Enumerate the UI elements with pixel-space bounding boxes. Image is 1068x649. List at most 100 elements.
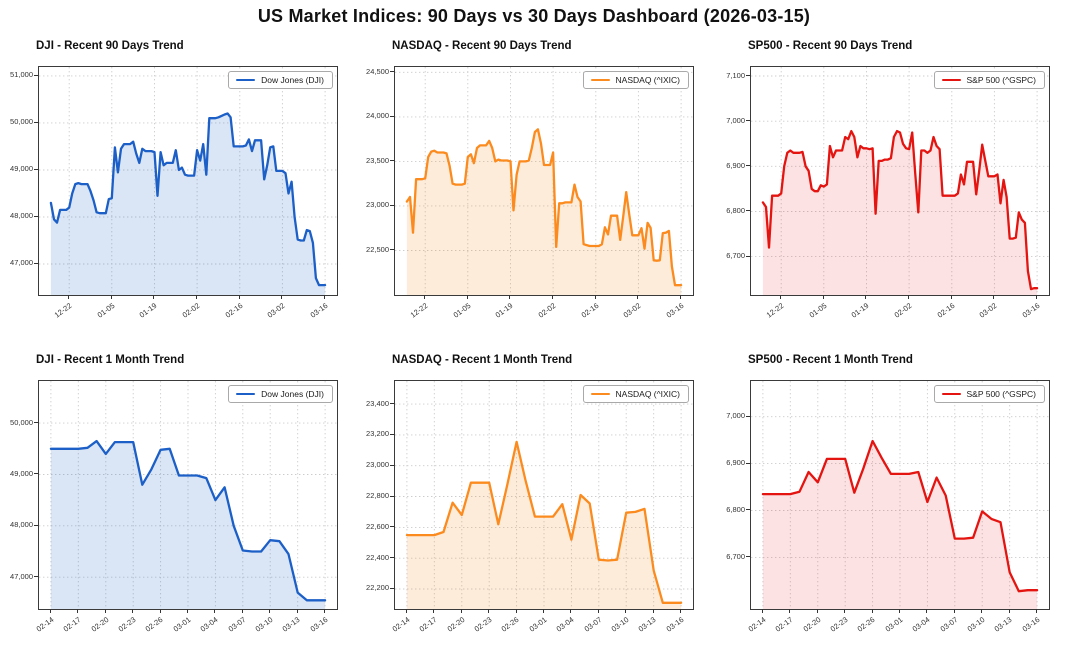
- chart-canvas: [751, 381, 1049, 609]
- y-tick-mark: [390, 464, 394, 466]
- x-tick-mark: [680, 295, 682, 299]
- x-tick-label: 03-13: [637, 615, 658, 634]
- y-tick-label: 49,000: [10, 468, 33, 478]
- x-tick-label: 02-16: [935, 301, 957, 320]
- chart-title: DJI - Recent 90 Days Trend: [36, 40, 184, 52]
- x-tick-mark: [871, 609, 873, 613]
- x-tick-label: 01-19: [849, 301, 871, 320]
- x-tick-mark: [680, 609, 682, 613]
- y-tick-mark: [390, 587, 394, 589]
- y-tick-label: 6,800: [726, 205, 745, 215]
- x-tick-label: 02-14: [390, 615, 412, 634]
- legend: S&P 500 (^GSPC): [933, 385, 1045, 403]
- x-tick-label: 02-14: [746, 615, 768, 634]
- legend-label: Dow Jones (DJI): [261, 389, 324, 399]
- legend-label: S&P 500 (^GSPC): [966, 75, 1037, 85]
- chart-dji-1m: DJI - Recent 1 Month Trend Dow Jones (DJI…: [0, 352, 356, 648]
- x-tick-mark: [324, 609, 326, 613]
- y-tick-label: 23,400: [366, 398, 389, 408]
- x-tick-label: 12-22: [764, 301, 786, 320]
- y-tick-mark: [34, 473, 38, 475]
- y-tick-mark: [746, 415, 750, 417]
- chart-title: SP500 - Recent 90 Days Trend: [748, 40, 913, 52]
- chart-nasdaq-90d: NASDAQ - Recent 90 Days Trend NASDAQ (^IX…: [356, 38, 712, 334]
- y-tick-mark: [34, 215, 38, 217]
- y-tick-mark: [390, 526, 394, 528]
- x-tick-mark: [543, 609, 544, 613]
- chart-title: DJI - Recent 1 Month Trend: [36, 354, 185, 366]
- y-tick-label: 24,500: [366, 66, 389, 76]
- legend: NASDAQ (^IXIC): [582, 385, 689, 403]
- x-tick-mark: [993, 295, 995, 299]
- x-tick-label: 03-16: [1020, 301, 1042, 320]
- y-tick-label: 22,400: [366, 552, 389, 562]
- x-tick-label: 03-13: [993, 615, 1014, 634]
- plot-area: S&P 500 (^GSPC): [750, 380, 1050, 610]
- y-tick-label: 49,000: [10, 164, 33, 174]
- x-tick-label: 12-22: [408, 301, 430, 320]
- series-line: [49, 439, 327, 602]
- y-tick-mark: [390, 557, 394, 559]
- legend: NASDAQ (^IXIC): [582, 71, 689, 89]
- y-tick-label: 51,000: [10, 70, 33, 80]
- legend-line-sample: [590, 78, 610, 82]
- x-tick-mark: [433, 609, 435, 613]
- x-tick-mark: [865, 295, 867, 299]
- x-tick-mark: [132, 609, 134, 613]
- x-tick-mark: [552, 295, 554, 299]
- y-tick-label: 48,000: [10, 520, 33, 530]
- x-tick-label: 03-10: [965, 615, 987, 634]
- x-tick-mark: [153, 295, 155, 299]
- y-tick-label: 23,200: [366, 429, 389, 439]
- y-tick-label: 50,000: [10, 117, 33, 127]
- chart-title: NASDAQ - Recent 1 Month Trend: [392, 354, 573, 366]
- y-tick-mark: [390, 403, 394, 405]
- y-tick-label: 22,500: [366, 244, 389, 254]
- x-tick-mark: [509, 295, 511, 299]
- series-line: [49, 112, 327, 287]
- x-tick-mark: [652, 609, 654, 613]
- x-tick-label: 03-10: [253, 615, 275, 634]
- x-tick-label: 03-04: [910, 615, 932, 634]
- y-tick-label: 47,000: [10, 571, 33, 581]
- legend-line-sample: [236, 78, 256, 82]
- series-line: [761, 129, 1039, 291]
- x-tick-label: 03-04: [198, 615, 220, 634]
- x-tick-mark: [950, 295, 952, 299]
- x-tick-mark: [104, 609, 106, 613]
- x-tick-label: 01-05: [807, 301, 829, 320]
- chart-sp500-1m: SP500 - Recent 1 Month Trend S&P 500 (^GS…: [712, 352, 1068, 648]
- x-tick-label: 12-22: [52, 301, 74, 320]
- x-tick-mark: [981, 609, 983, 613]
- x-tick-label: 02-02: [892, 301, 914, 320]
- x-tick-mark: [908, 295, 910, 299]
- y-tick-mark: [34, 74, 38, 76]
- y-tick-mark: [390, 249, 394, 251]
- y-tick-mark: [746, 210, 750, 212]
- x-tick-label: 02-14: [34, 615, 56, 634]
- x-tick-label: 03-10: [609, 615, 631, 634]
- plot-area: NASDAQ (^IXIC): [394, 380, 694, 610]
- x-tick-label: 02-16: [223, 301, 245, 320]
- legend-line-sample: [236, 392, 256, 396]
- x-tick-label: 03-16: [308, 615, 330, 634]
- x-tick-label: 03-01: [527, 615, 549, 634]
- y-tick-mark: [34, 121, 38, 123]
- series-line: [761, 439, 1039, 593]
- x-tick-label: 03-01: [883, 615, 905, 634]
- x-tick-mark: [214, 609, 216, 613]
- legend: Dow Jones (DJI): [228, 71, 333, 89]
- x-tick-label: 02-20: [801, 615, 823, 634]
- x-tick-label: 03-01: [171, 615, 193, 634]
- y-tick-label: 6,800: [726, 504, 745, 514]
- series-area: [406, 129, 682, 295]
- y-tick-mark: [746, 462, 750, 464]
- legend-line-sample: [941, 392, 961, 396]
- x-tick-label: 02-17: [417, 615, 439, 634]
- y-tick-mark: [390, 115, 394, 117]
- y-tick-label: 7,000: [726, 115, 745, 125]
- legend-label: Dow Jones (DJI): [261, 75, 324, 85]
- x-tick-label: 01-19: [137, 301, 159, 320]
- series-area: [50, 113, 326, 295]
- x-tick-mark: [1036, 295, 1038, 299]
